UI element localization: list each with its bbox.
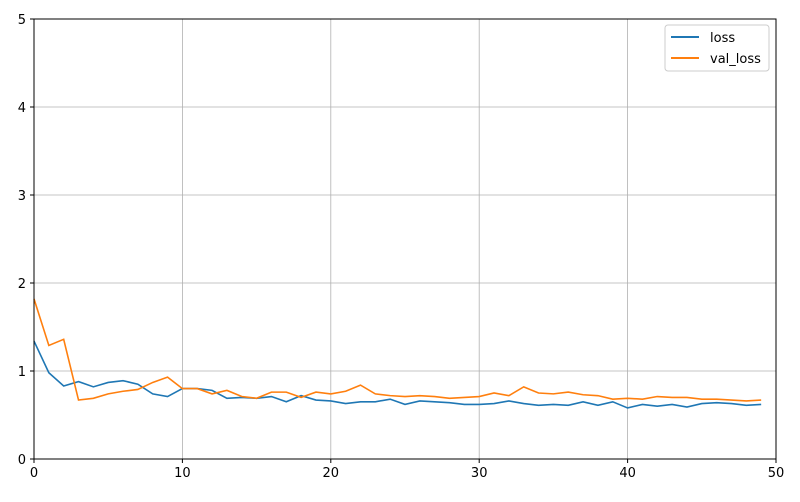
y-tick-label: 2 <box>18 277 26 292</box>
series-line-loss <box>33 340 762 409</box>
series-lines <box>33 298 762 409</box>
legend-label-val-loss: val_loss <box>710 52 761 67</box>
plot-frame <box>33 18 777 460</box>
y-tick-label: 0 <box>18 453 26 468</box>
legend-label-loss: loss <box>710 31 735 46</box>
y-tick-label: 5 <box>18 13 26 28</box>
x-tick-label: 50 <box>768 466 785 481</box>
x-tick-label: 10 <box>174 466 191 481</box>
series-line-val-loss <box>33 298 762 402</box>
x-tick-label: 20 <box>323 466 340 481</box>
legend: loss val_loss <box>664 24 770 72</box>
axis-ticks: 0 10 20 30 40 50 0 1 2 3 4 5 <box>18 13 785 481</box>
y-tick-label: 1 <box>18 365 26 380</box>
x-tick-label: 0 <box>30 466 38 481</box>
x-tick-label: 40 <box>619 466 636 481</box>
grid <box>33 18 777 460</box>
y-tick-label: 4 <box>18 101 26 116</box>
y-tick-label: 3 <box>18 189 26 204</box>
x-tick-label: 30 <box>471 466 488 481</box>
